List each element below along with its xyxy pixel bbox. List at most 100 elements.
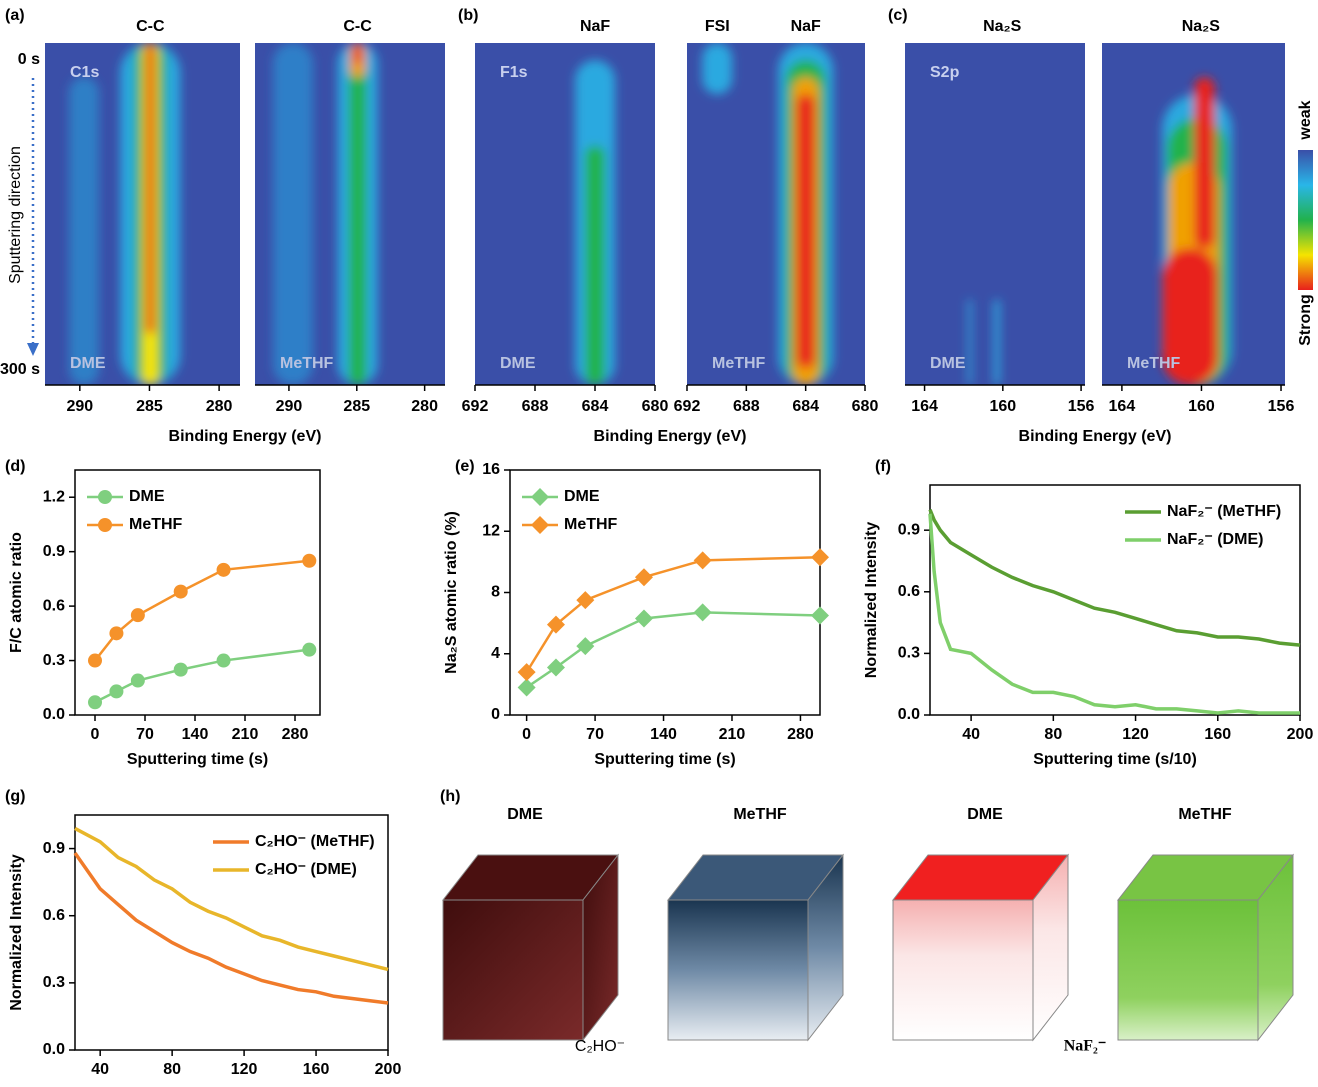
cube-1 xyxy=(441,853,620,1042)
panel-label: (d) xyxy=(5,458,25,475)
species-label: C₂HO⁻ xyxy=(575,1038,625,1055)
panel-label: (b) xyxy=(458,7,478,24)
marker xyxy=(302,642,317,657)
x-tick-label: 120 xyxy=(231,1061,258,1078)
x-axis-label: Binding Energy (eV) xyxy=(169,428,322,445)
x-axis-label: Sputtering time (s) xyxy=(594,751,735,768)
legend-label: NaF₂⁻ (MeTHF) xyxy=(1167,503,1281,520)
marker xyxy=(109,684,124,699)
species-label: NaF₂⁻ xyxy=(1064,1038,1107,1055)
heatmap-band xyxy=(1194,77,1215,249)
x-tick-label: 280 xyxy=(282,726,309,743)
plot-frame xyxy=(929,484,1301,716)
y-axis-label: Normalized Intensity xyxy=(863,522,880,679)
cube-title: DME xyxy=(967,806,1003,823)
core-level-label: C1s xyxy=(70,64,99,81)
x-tick-label: 280 xyxy=(787,726,814,743)
sputter-arrowhead xyxy=(27,343,39,356)
legend-label: MeTHF xyxy=(129,516,183,533)
heatmap-band xyxy=(796,94,815,368)
heatmap-band xyxy=(348,60,367,385)
series-line xyxy=(94,648,310,704)
marker xyxy=(216,653,231,668)
plot-frame xyxy=(74,814,389,1051)
x-tick-label: 688 xyxy=(522,398,549,415)
sample-label: DME xyxy=(70,355,106,372)
heatmap-bg xyxy=(687,43,865,385)
heatmap-band xyxy=(273,43,313,385)
x-axis-label: Sputtering time (s/10) xyxy=(1033,751,1197,768)
panel-label: (a) xyxy=(5,7,25,24)
marker xyxy=(811,606,829,625)
y-axis-label: F/C atomic ratio xyxy=(8,532,25,653)
heatmap-band xyxy=(993,299,1000,385)
marker xyxy=(88,653,102,668)
heatmap-band xyxy=(702,43,733,95)
marker xyxy=(634,568,653,587)
heatmap-image xyxy=(1162,77,1233,385)
marker xyxy=(98,518,112,532)
heatmap-band xyxy=(967,299,972,385)
x-tick-label: 210 xyxy=(232,726,259,743)
marker xyxy=(517,678,536,697)
panel-label: (g) xyxy=(5,788,25,805)
x-tick-label: 140 xyxy=(650,726,677,743)
marker xyxy=(693,551,712,570)
x-tick-label: 692 xyxy=(462,398,489,415)
colorbar xyxy=(1298,150,1313,290)
legend-label: NaF₂⁻ (DME) xyxy=(1167,531,1263,548)
y-tick-label: 0 xyxy=(491,706,500,723)
marker xyxy=(130,608,145,623)
colorbar-high: Strong xyxy=(1297,294,1314,346)
marker xyxy=(517,663,536,682)
heatmap-band xyxy=(353,43,362,64)
marker xyxy=(109,626,124,641)
x-tick-label: 70 xyxy=(136,726,154,743)
sample-label: MeTHF xyxy=(1127,355,1181,372)
heatmap-image xyxy=(967,299,1000,385)
x-axis-label: Sputtering time (s) xyxy=(127,751,268,768)
x-tick-label: 160 xyxy=(1204,726,1231,743)
x-tick-label: 164 xyxy=(1109,398,1136,415)
legend-label: C₂HO⁻ (MeTHF) xyxy=(255,833,375,850)
marker xyxy=(811,548,829,567)
panel-title: Na₂S xyxy=(983,18,1022,35)
cube-3 xyxy=(891,853,1070,1042)
marker xyxy=(130,673,145,688)
core-level-label: S2p xyxy=(930,64,960,81)
cube-2 xyxy=(666,853,845,1042)
panel-title: NaF xyxy=(791,18,821,35)
y-tick-label: 0.3 xyxy=(43,652,65,669)
marker xyxy=(173,662,188,677)
series-line xyxy=(74,826,389,972)
plot-frame xyxy=(509,469,821,716)
x-tick-label: 290 xyxy=(276,398,303,415)
x-tick-label: 688 xyxy=(733,398,760,415)
panel-label: (e) xyxy=(455,458,475,475)
marker xyxy=(634,609,653,628)
heatmap-band xyxy=(585,145,606,385)
x-tick-label: 156 xyxy=(1068,398,1095,415)
heatmap-band xyxy=(69,77,99,385)
x-tick-label: 80 xyxy=(163,1061,181,1078)
heatmap-image xyxy=(69,43,181,385)
x-tick-label: 120 xyxy=(1122,726,1149,743)
core-level-label: F1s xyxy=(500,64,528,81)
x-tick-label: 40 xyxy=(91,1061,109,1078)
y-tick-label: 0.3 xyxy=(43,974,65,991)
x-tick-label: 680 xyxy=(642,398,669,415)
x-tick-label: 140 xyxy=(182,726,209,743)
panel-title: FSI xyxy=(705,18,730,35)
heatmap-image xyxy=(702,43,834,385)
sample-label: DME xyxy=(500,355,536,372)
marker xyxy=(546,615,565,634)
series-line xyxy=(525,556,821,673)
x-tick-label: 285 xyxy=(343,398,370,415)
heatmap-band xyxy=(1162,248,1218,385)
marker xyxy=(576,591,595,610)
y-axis-label: Na₂S atomic ratio (%) xyxy=(443,511,460,674)
legend-label: C₂HO⁻ (DME) xyxy=(255,861,357,878)
cube-title: DME xyxy=(507,806,543,823)
